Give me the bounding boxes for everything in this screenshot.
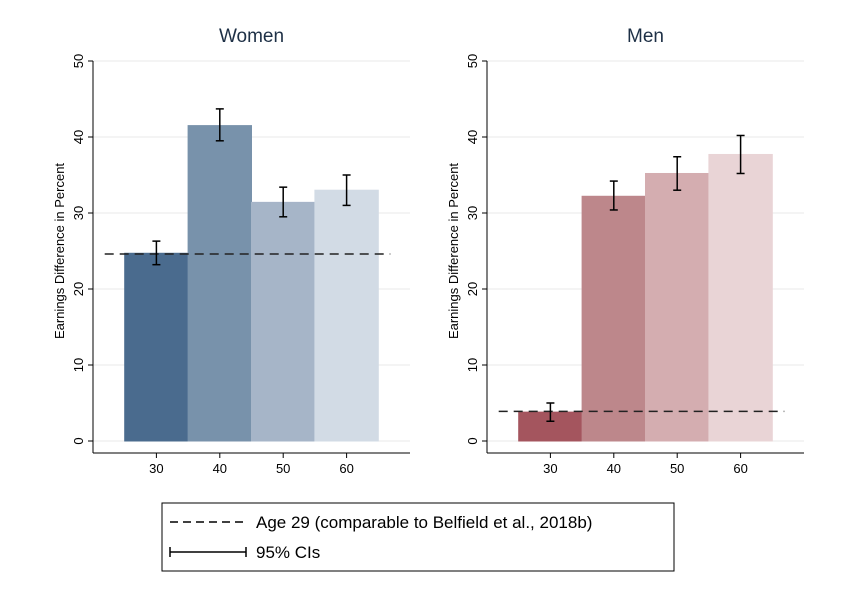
men-bar-50 — [645, 172, 710, 442]
legend: Age 29 (comparable to Belfield et al., 2… — [161, 502, 675, 572]
men-y-tick-label: 0 — [465, 437, 480, 444]
women-errorbar-30 — [152, 240, 161, 266]
men-errorbar-60 — [736, 134, 745, 175]
legend-dashed-label: Age 29 (comparable to Belfield et al., 2… — [256, 513, 592, 532]
women-errorbar-60 — [342, 174, 351, 207]
men-errorbar-40 — [609, 180, 618, 211]
men-y-tick-label: 10 — [465, 358, 480, 372]
women-x-tick-label: 50 — [276, 461, 290, 476]
women-y-axis-title: Earnings Difference in Percent — [52, 163, 67, 339]
women-y-tick-label: 0 — [71, 437, 86, 444]
men-errorbar-30 — [546, 402, 555, 422]
women-y-tick-label: 50 — [71, 54, 86, 68]
men-bar-40 — [581, 195, 646, 442]
men-y-tick-label: 30 — [465, 206, 480, 220]
women-y-tick-label: 20 — [71, 282, 86, 296]
legend-ci-label: 95% CIs — [256, 543, 320, 562]
men-panel-title: Men — [627, 26, 664, 47]
women-bar-40 — [187, 125, 253, 442]
women-x-tick-label: 60 — [339, 461, 353, 476]
legend-box — [161, 502, 675, 572]
men-x-tick-label: 40 — [607, 461, 621, 476]
women-bar-60 — [314, 189, 379, 442]
women-x-tick-label: 30 — [149, 461, 163, 476]
men-errorbar-50 — [673, 156, 682, 191]
women-bar-50 — [251, 201, 316, 442]
men-y-tick-label: 40 — [465, 130, 480, 144]
men-x-tick-label: 60 — [733, 461, 747, 476]
women-bar-30 — [124, 252, 189, 442]
women-x-tick-label: 40 — [213, 461, 227, 476]
men-y-tick-label: 20 — [465, 282, 480, 296]
men-bar-60 — [708, 153, 773, 442]
men-x-tick-label: 50 — [670, 461, 684, 476]
women-panel: 0 10 20 30 40 50 30 40 50 60 Earnings Difference i… — [52, 26, 410, 476]
women-panel-title: Women — [219, 26, 284, 47]
men-y-tick-label: 50 — [465, 54, 480, 68]
men-panel: 0 10 20 30 40 50 30 40 50 60 Earnings Difference i… — [446, 26, 804, 476]
men-y-axis-title: Earnings Difference in Percent — [446, 163, 461, 339]
women-errorbar-40 — [215, 108, 224, 142]
women-y-tick-label: 10 — [71, 358, 86, 372]
women-y-tick-label: 30 — [71, 206, 86, 220]
men-x-tick-label: 30 — [543, 461, 557, 476]
women-y-tick-label: 40 — [71, 130, 86, 144]
women-errorbar-50 — [279, 186, 288, 218]
